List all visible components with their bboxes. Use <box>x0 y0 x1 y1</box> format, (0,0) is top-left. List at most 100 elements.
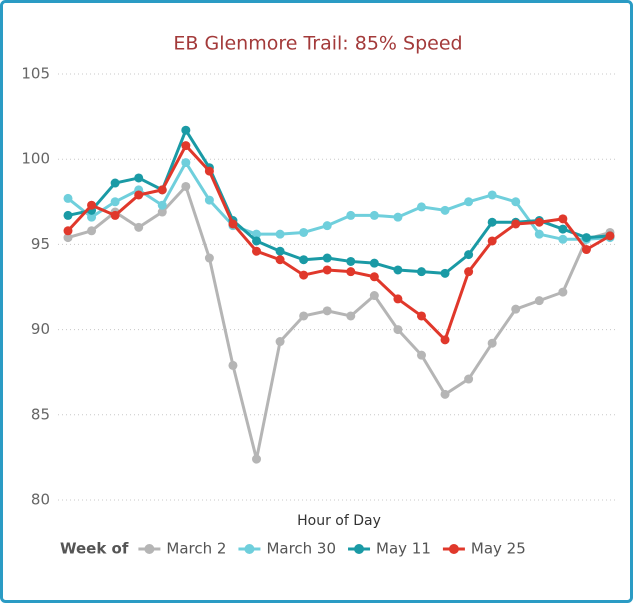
data-point <box>581 245 591 255</box>
data-point <box>134 222 144 232</box>
data-point <box>440 205 450 215</box>
data-point <box>322 265 332 275</box>
data-point <box>299 227 309 237</box>
legend-swatch <box>448 544 459 554</box>
data-point <box>416 267 426 277</box>
data-point <box>110 178 120 188</box>
data-point <box>228 219 238 229</box>
data-point <box>581 233 591 243</box>
data-point <box>228 360 238 370</box>
data-point <box>346 311 356 321</box>
legend-swatch <box>244 544 255 554</box>
data-point <box>534 296 544 306</box>
y-tick-label: 85 <box>31 405 50 423</box>
data-point <box>181 181 191 191</box>
legend-label: March 30 <box>266 540 336 558</box>
data-point <box>322 221 332 231</box>
data-point <box>63 233 73 243</box>
data-point <box>558 224 568 234</box>
data-point <box>299 255 309 265</box>
data-point <box>440 389 450 399</box>
data-point <box>511 304 521 314</box>
legend-label: May 11 <box>376 540 431 558</box>
data-point <box>134 190 144 200</box>
y-tick-label: 95 <box>31 235 50 253</box>
data-point <box>346 210 356 220</box>
data-point <box>416 350 426 360</box>
data-point <box>110 197 120 207</box>
data-point <box>87 226 97 236</box>
data-point <box>393 325 403 335</box>
data-point <box>393 294 403 304</box>
data-point <box>393 265 403 275</box>
data-point <box>605 231 615 241</box>
data-point <box>252 229 262 239</box>
data-point <box>63 193 73 203</box>
data-point <box>511 219 521 229</box>
y-tick-label: 105 <box>21 65 50 83</box>
data-point <box>393 212 403 222</box>
data-point <box>464 250 474 260</box>
data-point <box>487 338 497 348</box>
data-point <box>157 207 167 217</box>
data-point <box>416 311 426 321</box>
data-point <box>416 202 426 212</box>
data-point <box>181 125 191 135</box>
data-point <box>110 210 120 220</box>
data-point <box>87 212 97 222</box>
data-point <box>157 200 167 210</box>
data-point <box>275 229 285 239</box>
x-axis-label: Hour of Day <box>297 513 381 529</box>
data-point <box>558 214 568 224</box>
data-point <box>275 246 285 256</box>
legend-swatch <box>354 544 365 554</box>
data-point <box>369 258 379 268</box>
data-point <box>369 291 379 301</box>
series-line <box>67 161 611 241</box>
data-point <box>487 236 497 246</box>
legend-title: Week of <box>60 540 129 558</box>
data-point <box>87 200 97 210</box>
data-point <box>252 246 262 256</box>
legend-swatch <box>144 544 155 554</box>
data-point <box>252 236 262 246</box>
data-point <box>322 306 332 316</box>
data-point <box>534 229 544 239</box>
data-point <box>275 255 285 265</box>
legend-label: March 2 <box>166 540 226 558</box>
data-point <box>534 217 544 227</box>
data-point <box>487 190 497 200</box>
data-point <box>299 270 309 280</box>
data-point <box>558 234 568 244</box>
legend-label: May 25 <box>471 540 526 558</box>
data-point <box>63 210 73 220</box>
data-point <box>346 267 356 277</box>
data-point <box>369 210 379 220</box>
data-point <box>464 197 474 207</box>
data-point <box>369 272 379 282</box>
data-point <box>204 166 214 176</box>
chart-title: EB Glenmore Trail: 85% Speed <box>173 33 462 55</box>
y-tick-label: 100 <box>21 150 50 168</box>
data-point <box>275 337 285 347</box>
data-point <box>204 195 214 205</box>
y-tick-label: 90 <box>31 320 50 338</box>
data-point <box>252 454 262 464</box>
data-point <box>299 311 309 321</box>
data-point <box>464 374 474 384</box>
data-point <box>322 253 332 263</box>
data-point <box>63 226 73 236</box>
data-point <box>204 253 214 263</box>
y-tick-label: 80 <box>31 491 50 509</box>
data-point <box>181 141 191 151</box>
data-point <box>346 256 356 266</box>
data-point <box>157 185 167 195</box>
data-point <box>487 217 497 227</box>
data-point <box>464 267 474 277</box>
data-point <box>558 287 568 297</box>
data-point <box>134 173 144 183</box>
data-point <box>440 335 450 345</box>
